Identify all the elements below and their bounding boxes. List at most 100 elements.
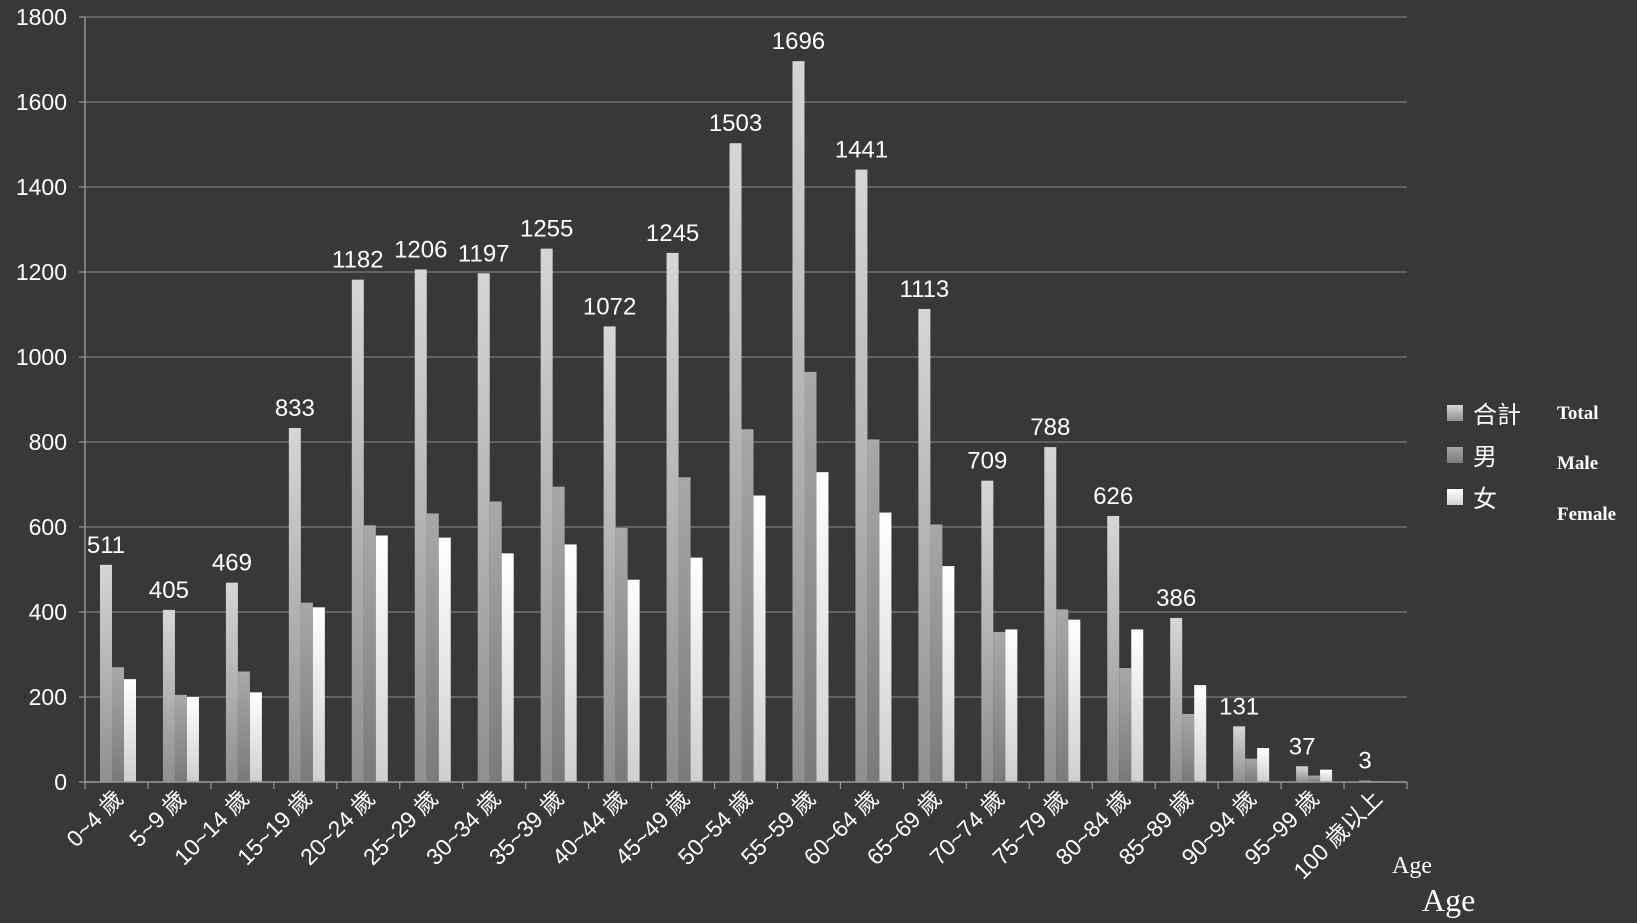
bar-male bbox=[1245, 758, 1258, 782]
y-tick-label: 0 bbox=[54, 769, 67, 795]
bar-female bbox=[249, 692, 262, 782]
data-label: 37 bbox=[1289, 733, 1316, 760]
y-tick-label: 1000 bbox=[16, 344, 67, 370]
data-label: 1072 bbox=[583, 293, 636, 320]
bar-female bbox=[1257, 748, 1270, 782]
legend-label-en: Total bbox=[1557, 403, 1599, 424]
legend-swatch bbox=[1447, 447, 1463, 463]
bar-total bbox=[477, 273, 490, 782]
bar-female bbox=[1320, 769, 1333, 782]
bar-male bbox=[1056, 609, 1069, 782]
bar-total bbox=[1044, 447, 1057, 782]
bar-total bbox=[162, 609, 175, 782]
bar-male bbox=[237, 671, 250, 782]
bar-male bbox=[678, 477, 691, 782]
y-tick-label: 1600 bbox=[16, 89, 67, 115]
data-label: 386 bbox=[1156, 585, 1196, 612]
bar-total bbox=[918, 308, 931, 782]
data-label: 131 bbox=[1219, 693, 1259, 720]
data-label: 1245 bbox=[646, 220, 699, 247]
bar-female bbox=[375, 535, 388, 782]
data-label: 1441 bbox=[835, 137, 888, 164]
bar-male bbox=[1119, 668, 1132, 782]
legend-swatch bbox=[1447, 489, 1463, 505]
data-label: 626 bbox=[1093, 483, 1133, 510]
bar-total bbox=[981, 480, 994, 782]
bar-female bbox=[816, 472, 829, 782]
bar-male bbox=[363, 525, 376, 782]
data-labels: 511 405 469 833 1182 1206 1197 1255 1072 1245 1503… bbox=[87, 28, 1372, 775]
x-axis-title-small: Age bbox=[1392, 853, 1432, 879]
bar-female bbox=[564, 544, 577, 782]
bar-female bbox=[312, 607, 325, 782]
bar-male bbox=[489, 501, 502, 782]
bar-total bbox=[351, 279, 364, 782]
bar-female bbox=[438, 537, 451, 782]
y-tick-label: 400 bbox=[29, 599, 67, 625]
bar-female bbox=[124, 679, 136, 782]
legend-swatch bbox=[1447, 405, 1463, 421]
data-label: 405 bbox=[149, 577, 189, 604]
bar-male bbox=[112, 667, 124, 782]
axes bbox=[84, 17, 1407, 783]
bar-male bbox=[615, 527, 628, 782]
data-label: 1206 bbox=[394, 236, 447, 263]
y-tick-label: 1800 bbox=[16, 4, 67, 30]
bar-male bbox=[993, 631, 1006, 782]
bar-total bbox=[100, 564, 112, 782]
bar-total bbox=[855, 169, 868, 782]
bar-male bbox=[930, 524, 943, 782]
bar-total bbox=[414, 269, 427, 782]
bar-female bbox=[1068, 619, 1081, 782]
bar-male bbox=[1308, 775, 1321, 782]
bar-male bbox=[867, 439, 880, 782]
data-label: 469 bbox=[212, 550, 252, 577]
bar-male bbox=[741, 429, 754, 782]
data-label: 1696 bbox=[772, 28, 825, 55]
bar-female bbox=[627, 579, 640, 782]
x-tick-label: 0~4 歲 bbox=[61, 785, 128, 852]
bar-total bbox=[540, 248, 553, 782]
bar-total bbox=[729, 143, 742, 783]
x-axis-ticks: 0~4 歲5~9 歲10~14 歲15~19 歲20~24 歲25~29 歲30… bbox=[61, 782, 1408, 884]
bar-male bbox=[300, 602, 313, 782]
bar-female bbox=[1131, 629, 1144, 782]
bar-total bbox=[1170, 617, 1183, 782]
bar-male bbox=[174, 694, 187, 782]
data-label: 1197 bbox=[458, 240, 510, 267]
legend-label-en: Male bbox=[1557, 453, 1598, 474]
legend-label: 女 bbox=[1473, 485, 1497, 513]
data-label: 1255 bbox=[520, 216, 573, 243]
data-label: 1182 bbox=[332, 247, 384, 274]
bar-male bbox=[552, 486, 565, 782]
data-label: 511 bbox=[87, 532, 125, 559]
bar-female bbox=[879, 512, 892, 782]
bars bbox=[100, 61, 1396, 783]
bar-female bbox=[1005, 629, 1018, 782]
y-tick-label: 1400 bbox=[16, 174, 67, 200]
bar-female bbox=[186, 697, 199, 782]
bar-male bbox=[1182, 714, 1195, 782]
data-label: 1503 bbox=[709, 110, 762, 137]
legend-label-en: Female bbox=[1557, 504, 1616, 525]
data-label: 788 bbox=[1030, 414, 1070, 441]
bar-female bbox=[1194, 685, 1207, 782]
data-label: 1113 bbox=[899, 276, 949, 303]
bar-total bbox=[603, 326, 616, 782]
y-axis-ticks: 0 200 400 600 800 1000 1200 1400 1600 1800 bbox=[16, 4, 85, 795]
bar-total bbox=[792, 61, 805, 782]
data-label: 833 bbox=[275, 395, 315, 422]
bar-total bbox=[225, 582, 238, 782]
bar-total bbox=[666, 252, 679, 782]
bar-total bbox=[288, 427, 301, 782]
legend-label: 合計 bbox=[1473, 401, 1521, 429]
y-tick-label: 1200 bbox=[16, 259, 67, 285]
x-axis-title-large: Age bbox=[1422, 882, 1475, 918]
bar-total bbox=[1107, 515, 1120, 782]
bar-female bbox=[753, 495, 766, 782]
legend-label: 男 bbox=[1473, 443, 1497, 471]
bar-total bbox=[1296, 766, 1309, 782]
